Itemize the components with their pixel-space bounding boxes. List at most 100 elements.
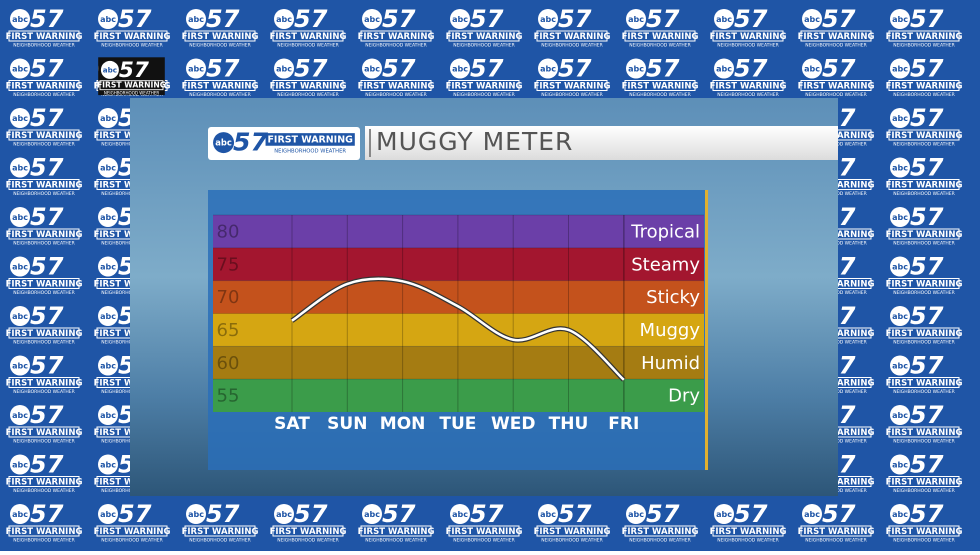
logo-subtitle: NEIGHBORHOOD WEATHER — [629, 92, 691, 98]
logo-network: abc — [100, 312, 116, 321]
logo-channel: 57 — [910, 302, 944, 330]
logo-channel: 57 — [910, 500, 944, 528]
logo-channel: 57 — [734, 500, 768, 528]
logo-channel: 57 — [910, 104, 944, 132]
logo-channel: 57 — [558, 5, 592, 33]
logo-tagline: FIRST WARNING — [622, 82, 699, 92]
logo-circle — [98, 454, 118, 475]
logo-network: abc — [804, 15, 820, 24]
logo-network: abc — [804, 510, 820, 519]
band — [213, 346, 704, 380]
logo-circle — [186, 504, 206, 524]
logo-circle — [714, 58, 734, 79]
logo-network: abc — [276, 510, 292, 519]
logo-network: abc — [540, 510, 556, 519]
logo-subtitle: NEIGHBORHOOD WEATHER — [365, 92, 427, 98]
logo-circle — [626, 504, 646, 524]
logo-tagline: FIRST WARNING — [6, 181, 83, 191]
logo-circle — [362, 9, 382, 29]
logo-subtitle: NEIGHBORHOOD WEATHER — [717, 538, 779, 544]
logo-circle — [10, 108, 30, 128]
logo-network: abc — [892, 312, 908, 321]
logo-circle — [890, 58, 910, 79]
logo-tagline-box — [184, 30, 256, 42]
logo-channel: 57 — [118, 500, 152, 528]
logo-network: abc — [188, 15, 204, 24]
logo-tagline: FIRST WARNING — [358, 527, 435, 537]
logo-tagline-box — [184, 80, 256, 91]
logo-tagline-box — [888, 278, 960, 289]
logo-subtitle: NEIGHBORHOOD WEATHER — [453, 43, 515, 49]
logo-circle — [213, 132, 235, 154]
logo-tagline: FIRST WARNING — [622, 527, 699, 537]
y-tick-label: 75 — [217, 254, 240, 275]
x-tick-label: WED — [491, 414, 535, 434]
logo-tagline: FIRST WARNING — [182, 527, 259, 537]
logo-network: abc — [100, 15, 116, 24]
band — [213, 215, 704, 248]
y-tick-label: 65 — [217, 320, 240, 341]
logo-channel: 57 — [822, 5, 856, 33]
logo-channel: 57 — [233, 128, 269, 157]
logo-tagline-box — [448, 525, 520, 537]
logo-tagline: FIRST WARNING — [6, 230, 83, 240]
logo-network: abc — [364, 15, 380, 24]
logo-channel: 57 — [734, 55, 768, 83]
logo-channel: 57 — [30, 203, 64, 231]
logo-circle — [362, 58, 382, 79]
logo-circle — [98, 355, 118, 376]
logo-tagline: FIRST WARNING — [886, 329, 963, 339]
logo-channel: 57 — [30, 352, 64, 380]
logo-network: abc — [540, 65, 556, 74]
logo-tagline-box — [536, 80, 608, 91]
logo-channel: 57 — [118, 5, 152, 33]
logo-circle — [890, 306, 910, 326]
logo-tagline: FIRST WARNING — [6, 428, 83, 438]
logo-circle — [362, 504, 382, 524]
logo-tagline: FIRST WARNING — [94, 32, 171, 42]
logo-tagline-box — [712, 80, 784, 91]
chart-title: MUGGY METER — [376, 127, 573, 156]
logo-channel: 57 — [30, 253, 64, 281]
logo-tagline-box — [888, 80, 960, 91]
logo-tagline-box — [8, 278, 80, 289]
x-tick-label: FRI — [608, 414, 639, 434]
logo-network: abc — [12, 114, 28, 123]
logo-circle — [890, 108, 910, 128]
logo-tagline-box — [624, 525, 696, 537]
logo-subtitle: NEIGHBORHOOD WEATHER — [629, 538, 691, 544]
logo-tagline: FIRST WARNING — [270, 82, 347, 92]
logo-tagline-box — [272, 525, 344, 537]
logo-tagline-box — [8, 476, 80, 487]
logo-tagline-box — [624, 80, 696, 91]
logo-subtitle: NEIGHBORHOOD WEATHER — [189, 43, 251, 49]
logo-network: abc — [12, 164, 28, 173]
logo-circle — [890, 504, 910, 524]
logo-tagline: FIRST WARNING — [798, 527, 875, 537]
logo-subtitle: NEIGHBORHOOD WEATHER — [717, 92, 779, 98]
line — [291, 277, 625, 381]
logo-subtitle: NEIGHBORHOOD WEATHER — [13, 340, 75, 346]
logo-network: abc — [892, 263, 908, 272]
logo-tagline-box — [888, 129, 960, 141]
logo-tagline-box — [8, 377, 80, 388]
logo-tagline-box — [8, 129, 80, 141]
logo-channel: 57 — [910, 401, 944, 429]
logo-network: abc — [364, 510, 380, 519]
band-label: Sticky — [646, 287, 700, 308]
logo-network: abc — [188, 510, 204, 519]
logo-tagline: FIRST WARNING — [534, 32, 611, 42]
logo-network: abc — [100, 362, 116, 371]
band-label: Steamy — [631, 254, 700, 275]
logo-channel: 57 — [30, 154, 64, 182]
